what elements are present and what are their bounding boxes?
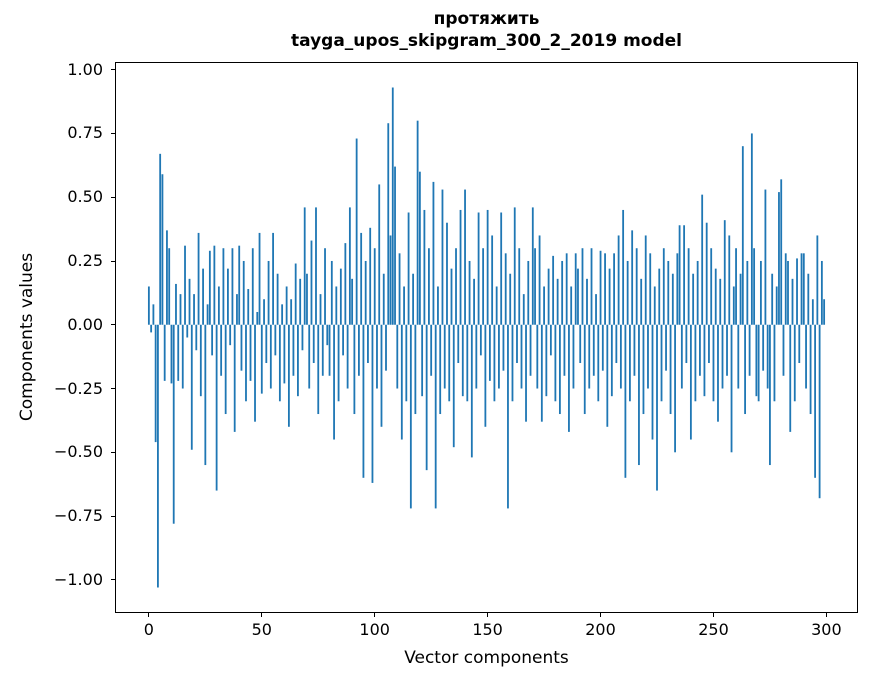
y-tick-label: 0.75 [67,123,103,143]
y-tick-mark [111,196,115,198]
x-tick-mark [148,613,150,617]
y-tick-label: −0.75 [53,506,103,526]
x-tick-label: 200 [585,620,616,639]
y-axis-label: Components values [17,252,37,422]
x-tick-label: 50 [251,620,272,639]
x-tick-label: 300 [811,620,842,639]
x-tick-label: 100 [359,620,390,639]
y-tick-mark [111,515,115,517]
y-tick-label: 0.00 [67,314,103,334]
y-tick-label: 1.00 [67,59,103,79]
y-tick-mark [111,388,115,389]
x-tick-label: 150 [472,620,503,639]
x-tick-mark [374,613,376,617]
x-tick-label: 250 [698,620,729,639]
y-tick-mark [111,69,115,71]
x-tick-mark [261,613,263,617]
chart-title-line1: протяжить [433,9,540,29]
y-tick-label: 0.25 [67,251,103,270]
y-tick-mark [111,260,115,262]
y-tick-label: −0.25 [53,378,103,398]
x-tick-mark [487,613,489,617]
y-tick-mark [111,579,115,581]
y-tick-label: −0.50 [53,442,103,462]
y-tick-mark [111,451,115,453]
x-tick-mark [825,613,827,617]
x-tick-mark [713,613,714,617]
x-tick-mark [600,613,601,617]
x-tick-label: 0 [143,620,154,639]
y-tick-label: 0.50 [67,187,103,207]
x-axis-label: Vector components [404,648,569,668]
chart-title-line2: tayga_upos_skipgram_300_2_2019 model [291,31,682,51]
y-tick-mark [111,132,115,134]
bar-series [147,87,826,588]
chart-title: протяжить tayga_upos_skipgram_300_2_2019… [115,8,858,52]
y-tick-label: −1.00 [53,569,103,589]
y-tick-mark [111,324,115,326]
